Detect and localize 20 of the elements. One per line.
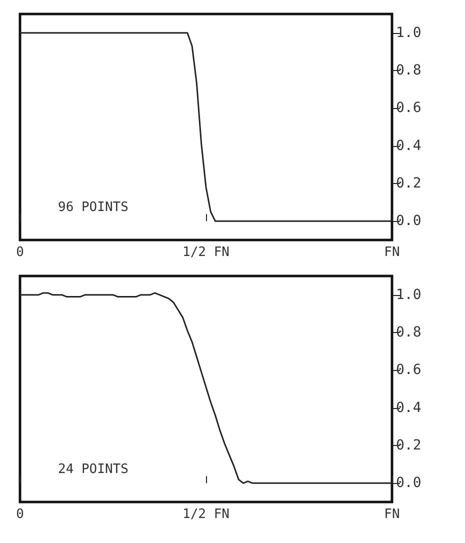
y-tick-label: 0.8	[396, 62, 422, 78]
annotation: 24 POINTS	[58, 462, 128, 477]
y-tick-label: 1.0	[396, 286, 422, 303]
y-tick-label: 0.0	[396, 213, 422, 230]
y-tick-label: 0.4	[396, 138, 422, 154]
y-tick-label: 0.2	[396, 438, 422, 454]
y-tick-label: 0.6	[396, 362, 422, 378]
y-tick-label: 0.0	[396, 475, 422, 492]
x-tick-label: 1/2 FN	[182, 245, 230, 260]
y-tick-label: 0.8	[396, 324, 422, 340]
y-tick-label: 0.4	[396, 400, 422, 416]
annotation: 96 POINTS	[58, 200, 128, 215]
x-tick-label: 1/2 FN	[182, 507, 230, 522]
x-tick-label: 0	[16, 507, 24, 522]
y-tick-label: 1.0	[396, 24, 422, 41]
y-tick-label: 0.6	[396, 100, 422, 116]
y-tick-label: 0.2	[396, 176, 422, 192]
x-tick-label: 0	[16, 245, 24, 260]
x-tick-label: FN	[384, 245, 400, 260]
x-tick-label: FN	[384, 507, 400, 522]
